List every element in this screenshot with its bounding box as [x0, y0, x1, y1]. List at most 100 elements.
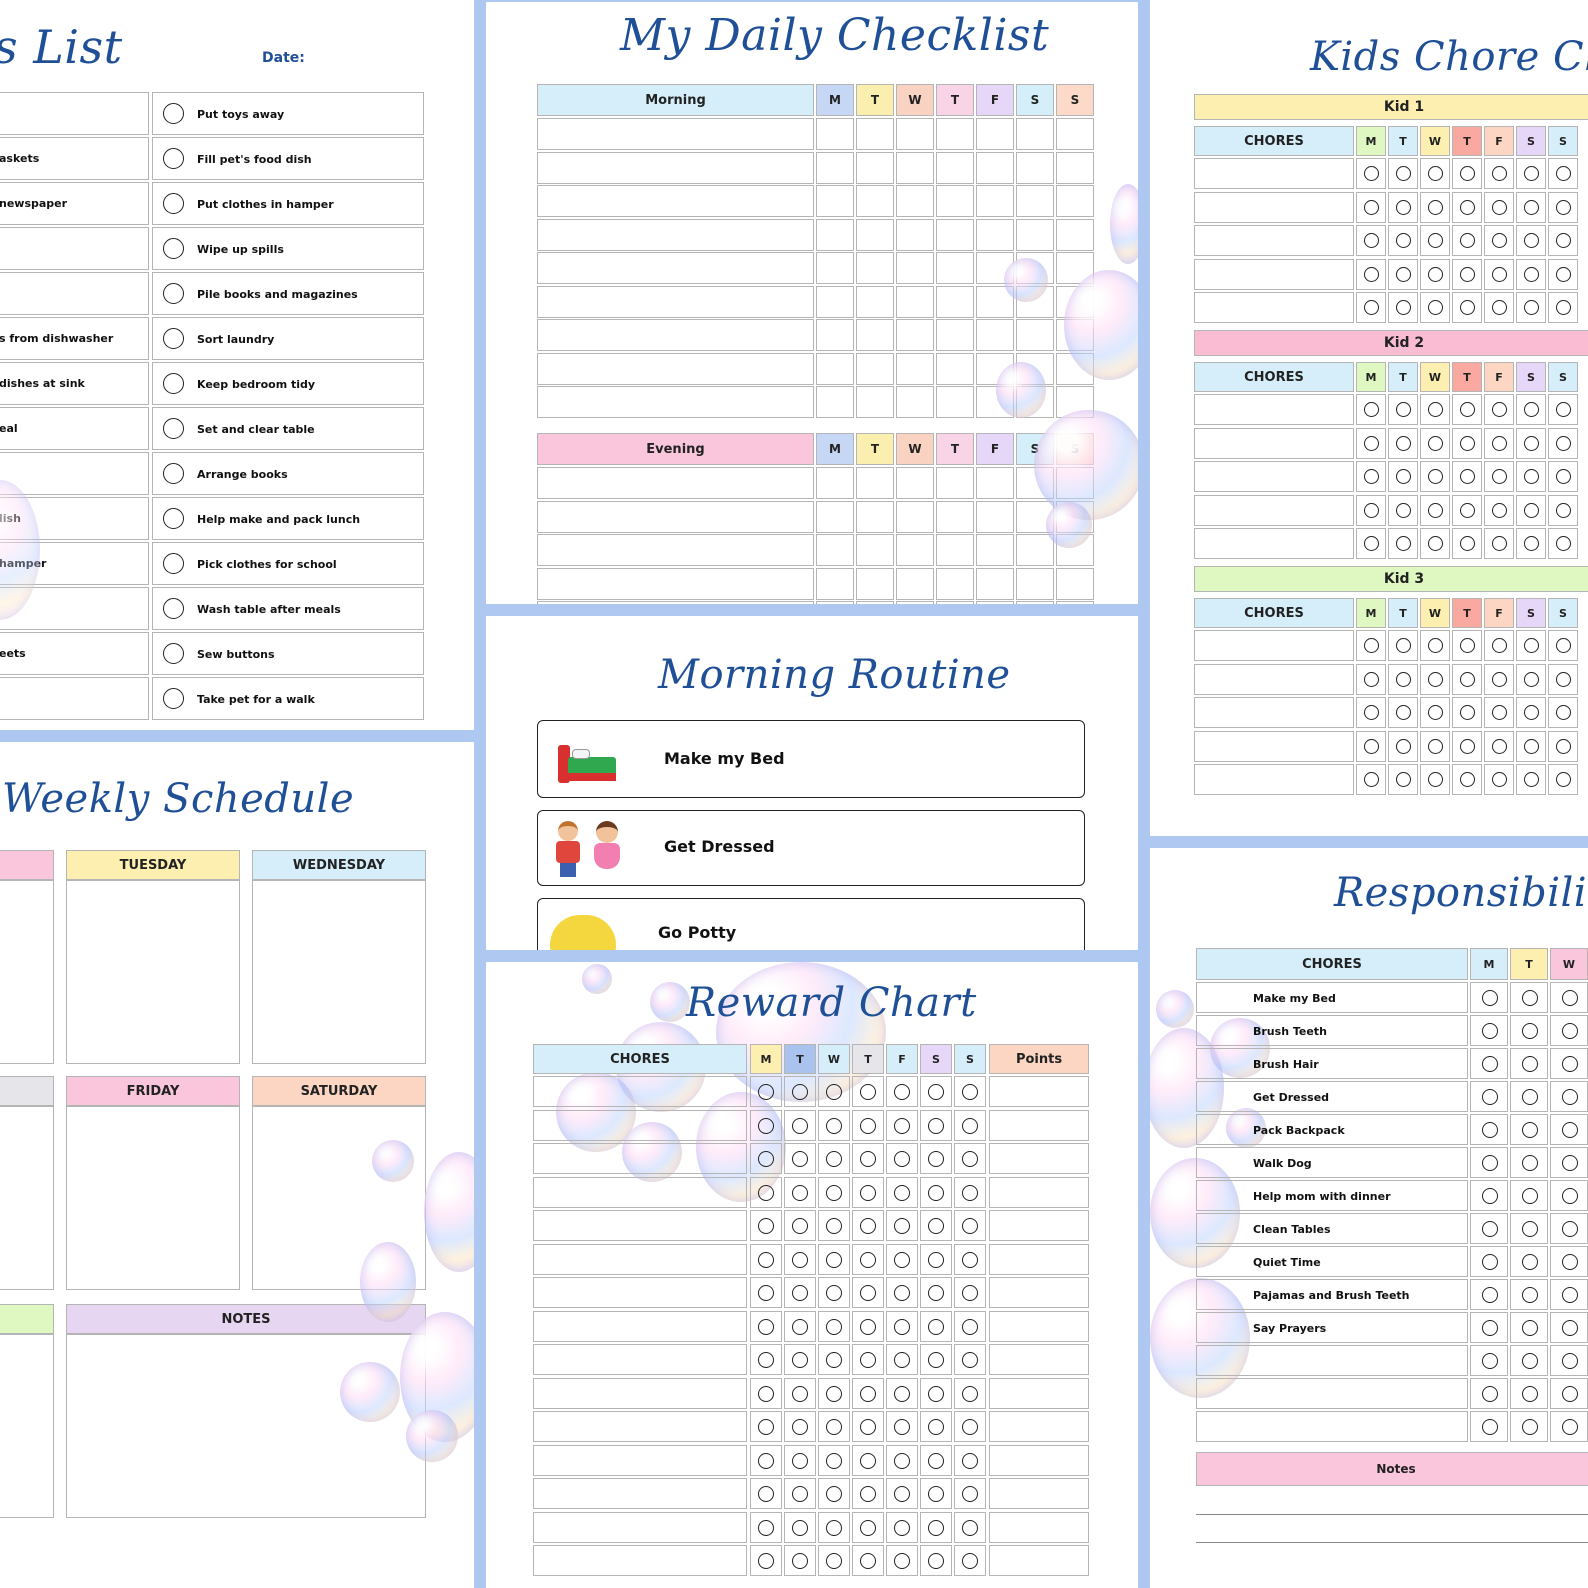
check-cell[interactable] — [936, 467, 974, 499]
checkbox-circle[interactable] — [792, 1285, 808, 1301]
check-cell[interactable] — [976, 386, 1014, 418]
checkbox-circle[interactable] — [928, 1385, 944, 1402]
check-cell[interactable] — [896, 252, 934, 284]
checkbox-circle[interactable] — [962, 1084, 978, 1100]
checkbox-circle[interactable] — [1524, 502, 1539, 518]
checkbox-circle[interactable] — [928, 1251, 944, 1268]
task-field[interactable] — [537, 185, 814, 217]
checkbox-circle[interactable] — [1482, 1254, 1498, 1270]
points-field[interactable] — [989, 1377, 1089, 1409]
task-field[interactable] — [537, 118, 814, 150]
checkbox-circle[interactable] — [894, 1218, 910, 1234]
check-cell[interactable] — [896, 386, 934, 418]
checkbox-circle[interactable] — [1522, 1023, 1538, 1039]
chore-field[interactable] — [1194, 394, 1354, 425]
checkbox-circle[interactable] — [1428, 738, 1443, 754]
check-cell[interactable] — [1056, 567, 1094, 600]
checkbox-circle[interactable] — [1396, 738, 1411, 754]
tuesday-box[interactable] — [66, 880, 240, 1064]
checkbox-circle[interactable] — [792, 1184, 808, 1201]
task-field[interactable] — [537, 534, 814, 566]
chore-row-right[interactable]: Arrange books — [152, 452, 424, 495]
checkbox-circle[interactable] — [1562, 1089, 1578, 1105]
points-field[interactable] — [989, 1310, 1089, 1342]
check-cell[interactable] — [856, 601, 894, 604]
checkbox-circle[interactable] — [163, 553, 184, 574]
checkbox-circle[interactable] — [1556, 502, 1571, 518]
chore-field[interactable] — [1194, 630, 1354, 661]
checkbox-circle[interactable] — [163, 193, 184, 214]
chore-field[interactable] — [533, 1344, 747, 1375]
chore-row-right[interactable]: Put toys away — [152, 92, 424, 135]
check-cell[interactable] — [936, 386, 974, 418]
checkbox-circle[interactable] — [1492, 402, 1507, 417]
checkbox-circle[interactable] — [758, 1352, 774, 1368]
checkbox-circle[interactable] — [792, 1452, 808, 1469]
checkbox-circle[interactable] — [1482, 1122, 1498, 1138]
check-cell[interactable] — [816, 467, 854, 499]
checkbox-circle[interactable] — [1492, 671, 1507, 687]
checkbox-circle[interactable] — [826, 1084, 842, 1100]
checkbox-circle[interactable] — [1492, 536, 1507, 551]
checkbox-circle[interactable] — [163, 598, 184, 619]
checkbox-circle[interactable] — [758, 1218, 774, 1234]
checkbox-circle[interactable] — [1460, 469, 1475, 484]
checkbox-circle[interactable] — [928, 1486, 944, 1502]
checkbox-circle[interactable] — [1364, 166, 1379, 181]
check-cell[interactable] — [1056, 386, 1094, 418]
check-cell[interactable] — [976, 185, 1014, 217]
chore-field[interactable] — [1194, 528, 1354, 559]
points-field[interactable] — [989, 1411, 1089, 1442]
check-cell[interactable] — [896, 319, 934, 351]
checkbox-circle[interactable] — [163, 688, 184, 709]
friday-box[interactable] — [66, 1106, 240, 1290]
checkbox-circle[interactable] — [860, 1519, 876, 1536]
chore-row-left[interactable]: eal — [0, 407, 149, 450]
check-cell[interactable] — [1016, 500, 1054, 533]
check-cell[interactable] — [816, 601, 854, 604]
checkbox-circle[interactable] — [826, 1486, 842, 1502]
checkbox-circle[interactable] — [1364, 266, 1379, 282]
chore-field[interactable] — [533, 1243, 747, 1275]
checkbox-circle[interactable] — [860, 1117, 876, 1134]
check-cell[interactable] — [1056, 218, 1094, 251]
checkbox-circle[interactable] — [1556, 772, 1571, 787]
checkbox-circle[interactable] — [1396, 199, 1411, 215]
thursday-box[interactable] — [0, 1106, 54, 1290]
checkbox-circle[interactable] — [962, 1285, 978, 1301]
checkbox-circle[interactable] — [894, 1117, 910, 1134]
chore-row-right[interactable]: Sort laundry — [152, 317, 424, 360]
chore-row-right[interactable]: Put clothes in hamper — [152, 182, 424, 225]
chore-row-left[interactable]: eets — [0, 632, 149, 675]
check-cell[interactable] — [976, 500, 1014, 533]
checkbox-circle[interactable] — [860, 1452, 876, 1469]
check-cell[interactable] — [1016, 534, 1054, 566]
checkbox-circle[interactable] — [1428, 536, 1443, 551]
checkbox-circle[interactable] — [1396, 233, 1411, 248]
checkbox-circle[interactable] — [1396, 166, 1411, 181]
notes-box[interactable] — [66, 1334, 426, 1518]
check-cell[interactable] — [896, 218, 934, 251]
chore-row-left[interactable]: lish — [0, 497, 149, 540]
check-cell[interactable] — [856, 118, 894, 150]
checkbox-circle[interactable] — [1364, 772, 1379, 787]
checkbox-circle[interactable] — [792, 1519, 808, 1536]
checkbox-circle[interactable] — [962, 1452, 978, 1469]
chore-row[interactable]: Brush Hair — [1196, 1048, 1468, 1079]
checkbox-circle[interactable] — [1524, 233, 1539, 248]
check-cell[interactable] — [1056, 467, 1094, 499]
checkbox-circle[interactable] — [1524, 166, 1539, 181]
checkbox-circle[interactable] — [1492, 772, 1507, 787]
checkbox-circle[interactable] — [758, 1117, 774, 1134]
points-field[interactable] — [989, 1511, 1089, 1543]
checkbox-circle[interactable] — [1460, 536, 1475, 551]
points-field[interactable] — [989, 1545, 1089, 1576]
points-field[interactable] — [989, 1176, 1089, 1208]
checkbox-circle[interactable] — [928, 1285, 944, 1301]
check-cell[interactable] — [1016, 467, 1054, 499]
chore-row-right[interactable]: Pick clothes for school — [152, 542, 424, 585]
checkbox-circle[interactable] — [894, 1184, 910, 1201]
checkbox-circle[interactable] — [758, 1452, 774, 1469]
checkbox-circle[interactable] — [1364, 300, 1379, 315]
checkbox-circle[interactable] — [1524, 738, 1539, 754]
